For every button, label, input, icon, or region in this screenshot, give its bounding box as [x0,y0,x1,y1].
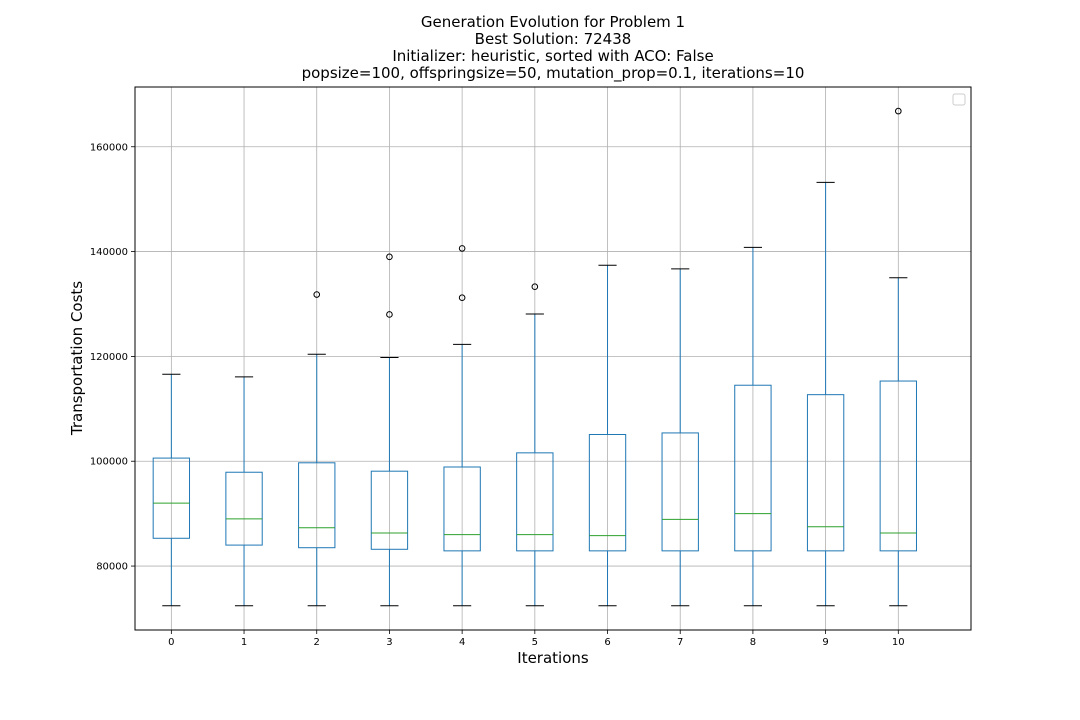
box-1 [225,376,263,607]
x-tick-label: 1 [241,637,247,648]
x-tick-label: 0 [168,637,174,648]
x-tick-label: 3 [386,637,392,648]
box-4 [443,245,481,607]
x-tick-label: 9 [822,637,828,648]
chart-title-line-0: Generation Evolution for Problem 1 [421,13,685,31]
chart-title-line-3: popsize=100, offspringsize=50, mutation_… [302,64,805,83]
box-8 [734,246,772,607]
plot-frame [134,86,972,631]
x-tick-label: 6 [604,637,610,648]
x-tick-label: 10 [892,637,905,648]
box-body [443,466,481,552]
box-body [734,384,772,552]
ticks: 80000 100000 120000 140000 160000 0 1 2 3 4 5 6 7 8 9 1… [90,142,905,648]
boxes [152,107,917,607]
legend-box [952,93,966,106]
outlier-point [895,107,902,115]
box-body [225,471,263,546]
x-axis-label: Iterations [517,649,589,667]
x-tick-label: 2 [314,637,320,648]
box-5 [516,283,554,607]
chart-title-line-1: Best Solution: 72438 [475,30,632,48]
outlier-point [386,253,393,261]
y-tick-label: 160000 [90,142,128,153]
box-body [370,470,409,550]
outlier-point [458,294,466,302]
box-body [661,432,699,552]
y-tick-label: 100000 [90,457,128,468]
x-tick-label: 5 [532,637,538,648]
box-body [152,457,191,539]
box-body [806,394,845,552]
box-body [516,452,554,552]
outlier-point [386,311,393,318]
box-10 [879,107,917,607]
y-tick-label: 80000 [96,562,128,573]
x-tick-label: 4 [459,637,465,648]
box-6 [588,264,627,607]
y-tick-label: 140000 [90,247,128,258]
box-body [879,380,917,552]
y-tick-label: 120000 [90,352,128,363]
box-2 [298,291,336,607]
box-3 [370,253,409,607]
outlier-point [458,245,466,252]
box-7 [661,268,699,607]
chart-title-line-2: Initializer: heuristic, sorted with ACO:… [392,47,713,65]
box-body [298,462,336,549]
x-tick-label: 7 [677,637,683,648]
box-body [588,433,627,552]
y-axis-label: Transportation Costs [68,281,86,436]
box-0 [152,373,191,607]
box-9 [806,181,845,607]
outlier-point [531,283,539,290]
outlier-point [313,291,321,298]
x-tick-label: 8 [750,637,756,648]
